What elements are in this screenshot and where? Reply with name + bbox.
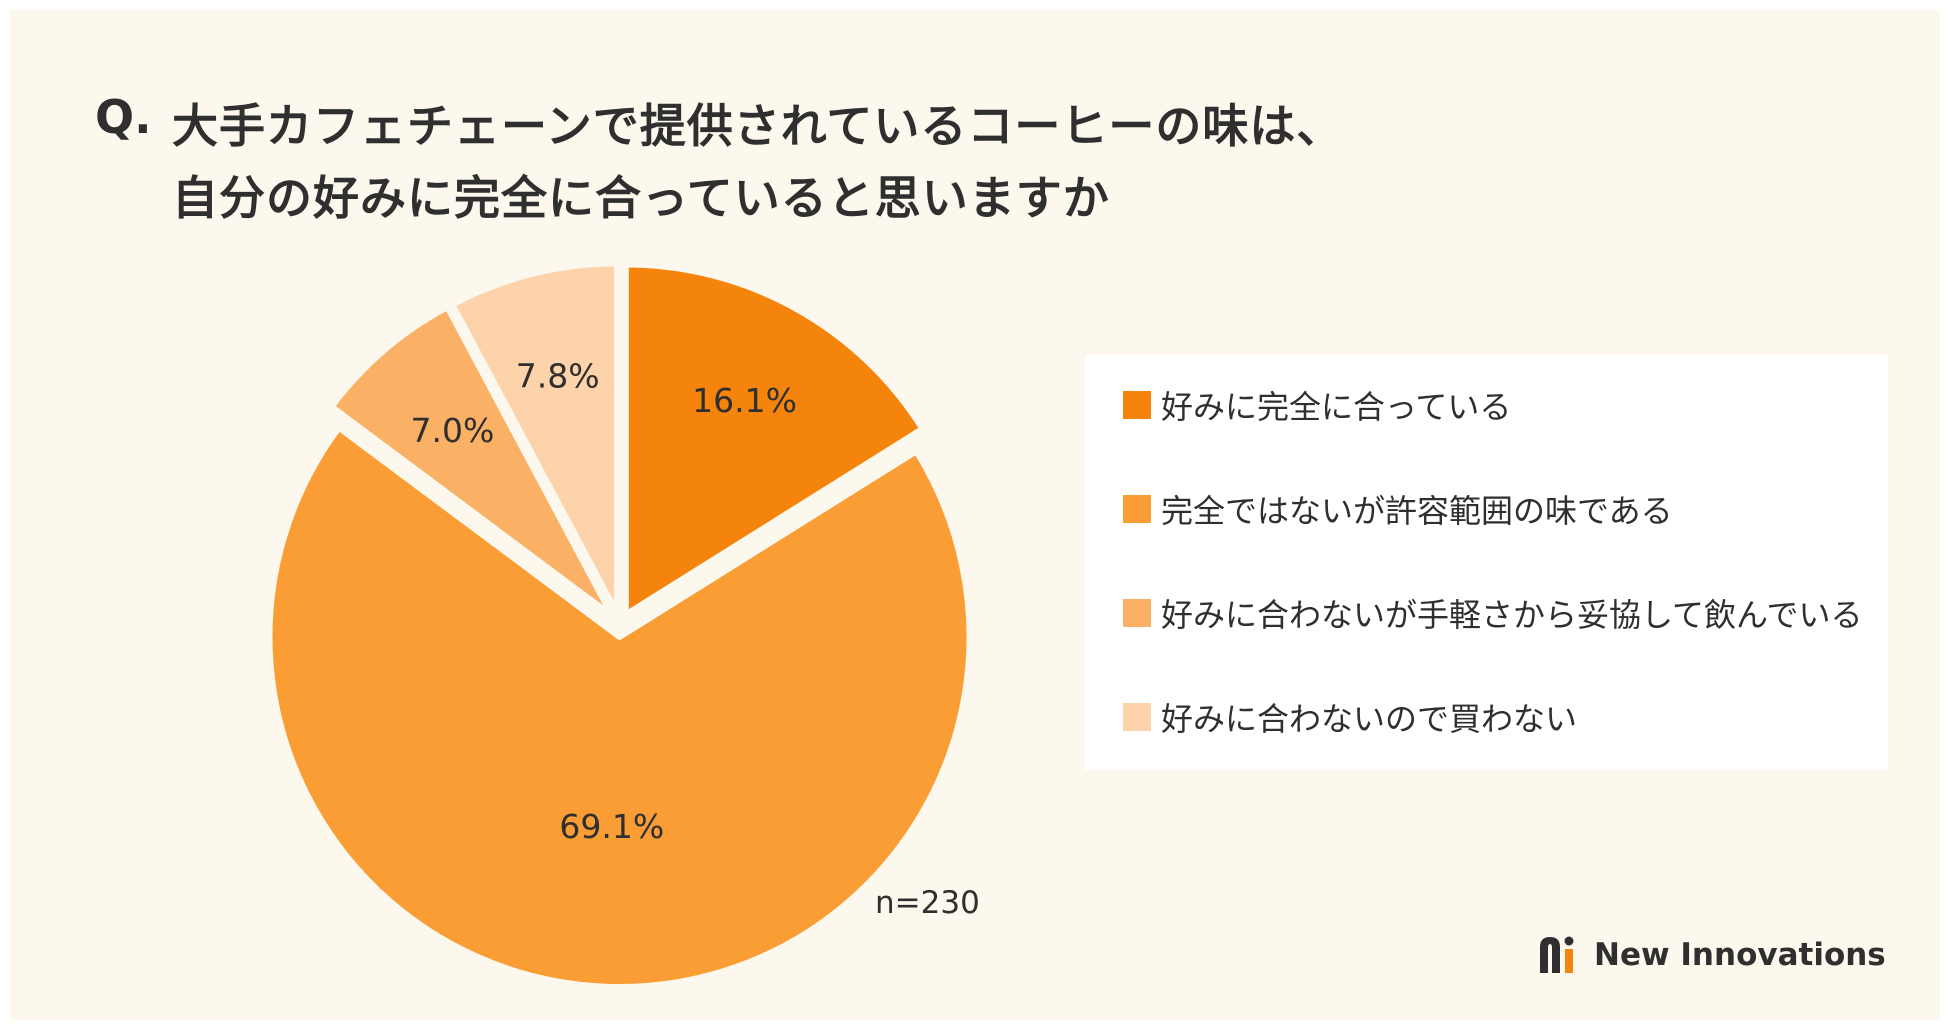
legend-label: 好みに合わないが手軽さから妥協して飲んでいる	[1161, 596, 1863, 634]
pie-slice	[622, 261, 926, 618]
slice-value-label: 7.8%	[516, 357, 600, 396]
legend-item: 好みに合わないが手軽さから妥協して飲んでいる	[1123, 593, 1863, 634]
chart-title-line-2: 自分の好みに完全に合っていると思いますか	[172, 171, 1110, 225]
legend: 好みに完全に合っている 完全ではないが許容範囲の味である 好みに合わないが手軽さ…	[1085, 355, 1888, 770]
sample-size-label: n=230	[875, 885, 980, 921]
legend-swatch	[1123, 599, 1151, 627]
slice-value-label: 69.1%	[559, 807, 664, 846]
legend-item: 完全ではないが許容範囲の味である	[1123, 489, 1673, 530]
pie-slice	[449, 260, 621, 617]
brand-logo: New Innovations	[1538, 935, 1886, 975]
ni-logo-icon	[1540, 936, 1574, 973]
pie-slice	[266, 424, 973, 990]
legend-item: 好みに完全に合っている	[1123, 385, 1512, 426]
pie-slice	[328, 304, 616, 619]
legend-item: 好みに合わないので買わない	[1123, 697, 1578, 738]
brand-name: New Innovations	[1594, 937, 1886, 973]
legend-label: 好みに合わないので買わない	[1161, 700, 1578, 738]
legend-label: 完全ではないが許容範囲の味である	[1161, 492, 1673, 530]
chart-title-line-1: 大手カフェチェーンで提供されているコーヒーの味は、	[172, 99, 1344, 153]
legend-label: 好みに完全に合っている	[1161, 388, 1512, 426]
slice-value-label: 7.0%	[411, 411, 495, 450]
legend-swatch	[1123, 703, 1151, 731]
slice-value-label: 16.1%	[692, 381, 797, 420]
legend-swatch	[1123, 391, 1151, 419]
legend-swatch	[1123, 495, 1151, 523]
question-prefix: Q.	[95, 90, 152, 144]
